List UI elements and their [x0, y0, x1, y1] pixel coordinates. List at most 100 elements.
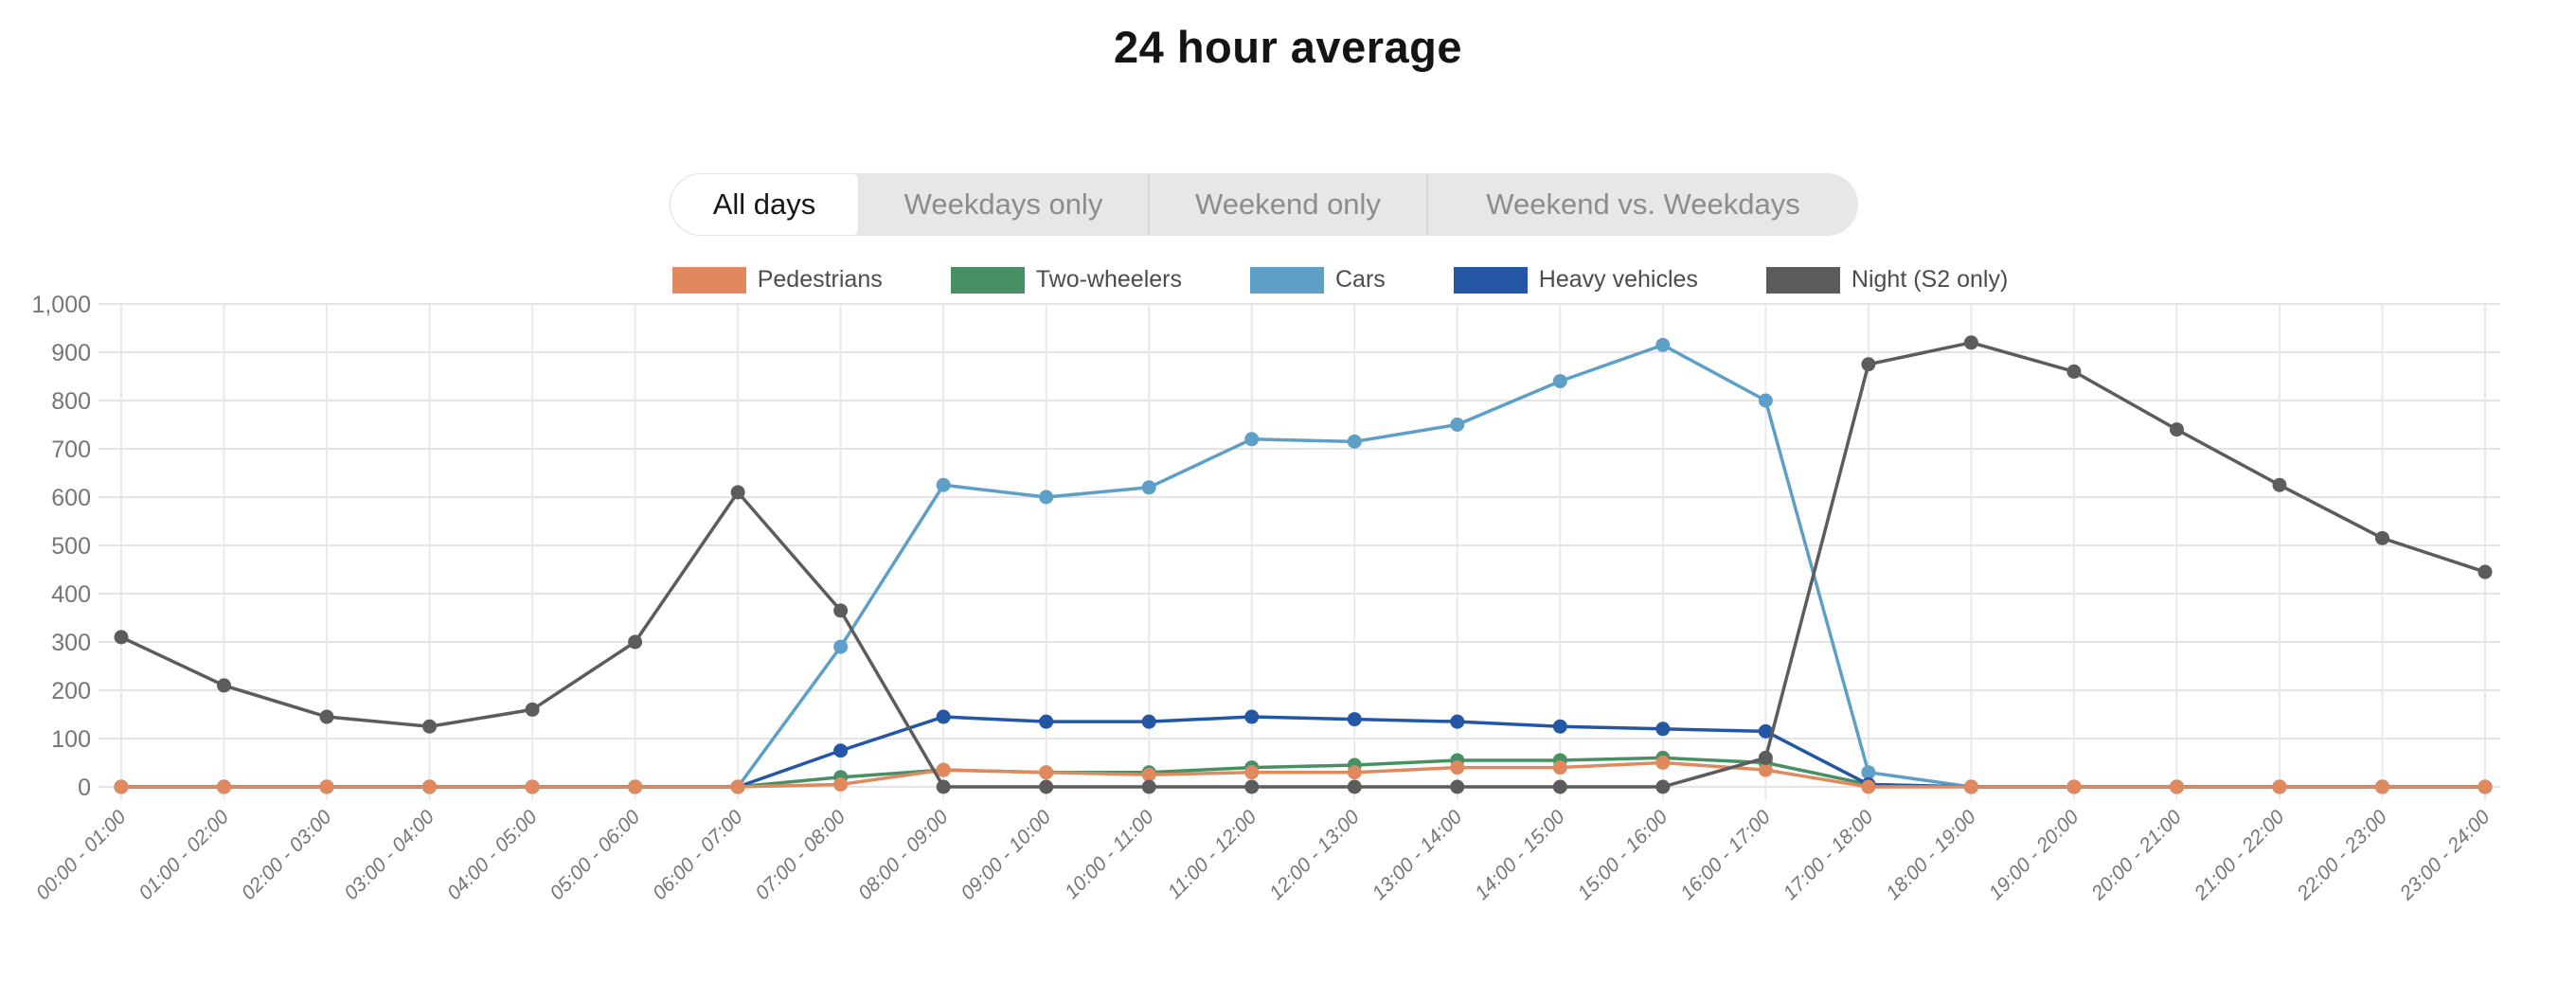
data-point: [422, 779, 438, 794]
legend-swatch: [950, 266, 1025, 294]
legend-label: Heavy vehicles: [1538, 266, 1698, 293]
legend-swatch: [1249, 266, 1324, 294]
data-point: [1758, 393, 1773, 408]
data-point: [1244, 779, 1260, 794]
x-axis-tick-label: 06:00 - 07:00: [649, 806, 747, 904]
data-point: [114, 779, 129, 794]
y-axis-tick-label: 1,000: [31, 292, 91, 318]
series-heavy-vehicles: [114, 709, 2493, 794]
data-point: [2272, 779, 2287, 794]
data-point: [1552, 719, 1567, 734]
data-point: [2066, 779, 2082, 794]
x-axis-tick-label: 09:00 - 10:00: [957, 806, 1055, 904]
data-point: [1450, 779, 1465, 794]
data-point: [1655, 722, 1671, 737]
data-point: [2374, 530, 2389, 545]
x-axis-tick-label: 11:00 - 12:00: [1164, 806, 1261, 903]
data-point: [1655, 756, 1671, 770]
data-point: [1963, 335, 1978, 350]
data-point: [1347, 765, 1362, 780]
data-point: [1141, 714, 1156, 729]
x-axis-tick-label: 14:00 - 15:00: [1471, 806, 1569, 904]
data-point: [2478, 779, 2493, 794]
data-point: [730, 779, 745, 794]
legend-label: Pedestrians: [757, 266, 883, 293]
data-point: [1039, 765, 1054, 780]
data-point: [1141, 767, 1156, 782]
legend-label: Night (S2 only): [1851, 266, 2009, 293]
x-axis-tick-label: 05:00 - 06:00: [546, 806, 644, 904]
data-point: [319, 779, 334, 794]
data-point: [833, 743, 849, 758]
x-axis-tick-label: 12:00 - 13:00: [1265, 806, 1364, 904]
data-point: [1758, 750, 1773, 765]
y-axis-tick-label: 700: [51, 437, 91, 463]
data-point: [1244, 765, 1260, 780]
x-axis-tick-label: 17:00 - 18:00: [1780, 806, 1878, 904]
page-title: 24 hour average: [1113, 22, 1462, 72]
x-axis-tick-label: 04:00 - 05:00: [443, 806, 542, 904]
data-point: [1861, 357, 1876, 372]
data-point: [1552, 760, 1567, 775]
data-point: [525, 779, 540, 794]
x-axis-tick-label: 23:00 - 24:00: [2395, 806, 2495, 905]
legend-swatch: [671, 266, 746, 294]
legend-swatch: [1765, 266, 1840, 294]
data-point: [628, 779, 643, 794]
data-point: [1039, 779, 1054, 794]
y-axis-tick-label: 800: [51, 388, 91, 415]
data-point: [730, 485, 745, 500]
series-line: [119, 341, 2487, 789]
tab-weekend-vs-weekdays[interactable]: Weekend vs. Weekdays: [1426, 173, 1858, 236]
x-axis-tick-label: 03:00 - 04:00: [340, 806, 438, 904]
data-point: [936, 709, 951, 724]
tab-strip: All days Weekdays only Weekend only Week…: [670, 173, 1858, 236]
legend-item-night-s2-only[interactable]: Night (S2 only): [1765, 266, 2009, 294]
data-point: [2066, 364, 2082, 379]
y-axis-tick-label: 600: [51, 485, 91, 511]
legend-item-pedestrians[interactable]: Pedestrians: [671, 266, 883, 294]
data-point: [1655, 779, 1671, 794]
data-point: [1861, 765, 1876, 780]
x-axis-tick-label: 18:00 - 19:00: [1882, 806, 1980, 904]
x-axis-tick-label: 20:00 - 21:00: [2086, 806, 2186, 905]
legend-label: Two-wheelers: [1035, 266, 1182, 293]
legend-swatch: [1453, 266, 1528, 294]
data-point: [1347, 779, 1362, 794]
series-pedestrians: [114, 756, 2493, 794]
legend-item-heavy-vehicles[interactable]: Heavy vehicles: [1453, 266, 1698, 294]
x-axis-tick-label: 00:00 - 01:00: [32, 806, 131, 904]
data-point: [1347, 434, 1362, 449]
legend-item-cars[interactable]: Cars: [1249, 266, 1386, 294]
data-point: [1039, 714, 1054, 729]
x-axis-tick-label: 15:00 - 16:00: [1574, 806, 1673, 904]
data-point: [2272, 477, 2287, 492]
data-point: [217, 779, 232, 794]
tab-weekdays-only[interactable]: Weekdays only: [903, 187, 1103, 221]
data-point: [422, 719, 438, 734]
legend-label: Cars: [1334, 266, 1386, 293]
data-point: [1244, 709, 1260, 724]
data-point: [2478, 564, 2493, 579]
y-axis-tick-label: 100: [51, 726, 91, 753]
x-axis-tick-label: 16:00 - 17:00: [1676, 806, 1775, 904]
y-axis-tick-label: 0: [78, 775, 91, 801]
x-axis-tick-label: 02:00 - 03:00: [238, 806, 336, 904]
data-point: [833, 603, 849, 618]
chart-legend: Pedestrians Two-wheelers Cars Heavy vehicle…: [52, 266, 2576, 294]
data-point: [1244, 432, 1260, 447]
tab-weekend-only[interactable]: Weekend only: [1148, 173, 1426, 236]
y-axis-tick-label: 900: [51, 340, 91, 366]
series-night-s2-only: [114, 335, 2493, 794]
legend-item-two-wheelers[interactable]: Two-wheelers: [950, 266, 1182, 294]
data-point: [1655, 337, 1671, 352]
x-axis-tick-label: 19:00 - 20:00: [1985, 806, 2084, 904]
series-line: [119, 343, 2487, 789]
data-point: [628, 634, 643, 650]
data-point: [114, 630, 129, 645]
tab-all-days[interactable]: All days: [670, 173, 859, 236]
data-point: [525, 702, 540, 717]
y-axis-tick-label: 200: [51, 678, 91, 704]
data-point: [1552, 779, 1567, 794]
